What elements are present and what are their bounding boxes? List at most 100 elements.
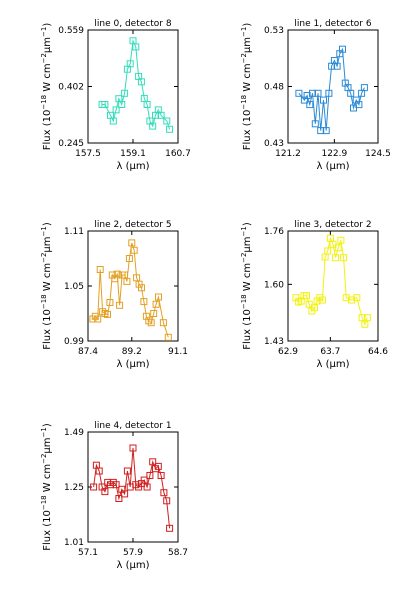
x-tick-label: 89.2: [122, 347, 142, 357]
x-tick-label: 91.1: [168, 347, 188, 357]
x-tick-label: 157.5: [75, 149, 101, 159]
data-point: [130, 246, 138, 254]
chart-panel-2: line 2, detector 5 87.4 89.2 91.1 1.11 1.05 0.…: [40, 220, 188, 370]
data-point: [142, 312, 150, 320]
panel-title: line 2, detector 5: [94, 220, 171, 230]
data-point: [143, 483, 151, 491]
data-point: [311, 120, 319, 128]
x-tick-label: 159.1: [120, 149, 146, 159]
y-tick-label: 0.559: [58, 26, 84, 36]
data-point: [106, 299, 114, 306]
data-point: [95, 467, 103, 475]
data-point: [295, 89, 303, 97]
panel-title: line 0, detector 8: [94, 19, 171, 29]
data-point: [115, 495, 123, 502]
data-point: [311, 304, 318, 312]
chart-panel-3: line 3, detector 2 62.9 63.7 64.6 1.76 1.60 1.…: [240, 220, 388, 370]
data-point: [166, 524, 174, 532]
data-point: [94, 315, 102, 323]
data-point: [109, 117, 117, 125]
y-tick-label: 0.245: [58, 139, 84, 149]
data-point: [123, 467, 131, 475]
panel-title: line 3, detector 2: [294, 220, 371, 230]
y-tick-label: 0.53: [264, 26, 284, 36]
data-point: [334, 244, 342, 252]
data-point: [112, 481, 120, 489]
data-point: [101, 488, 109, 496]
data-point: [121, 490, 129, 498]
data-point: [145, 317, 153, 325]
data-point: [121, 89, 129, 97]
data-point: [342, 294, 350, 302]
data-point: [146, 472, 154, 479]
data-point: [353, 294, 361, 302]
data-point: [157, 111, 165, 119]
data-point: [303, 92, 311, 99]
data-point: [126, 60, 134, 68]
data-point: [303, 292, 310, 300]
data-point: [140, 298, 148, 306]
x-axis-label: λ (μm): [316, 359, 349, 370]
series-line: [295, 236, 368, 326]
y-tick-label: 1.25: [64, 483, 84, 493]
data-point: [116, 301, 124, 309]
data-point: [163, 117, 171, 125]
y-tick-label: 1.01: [64, 538, 84, 548]
data-point: [363, 314, 371, 322]
data-point: [96, 266, 104, 273]
x-tick-label: 87.4: [78, 347, 98, 357]
y-tick-label: 0.402: [58, 83, 84, 93]
x-tick-label: 64.6: [368, 347, 388, 357]
data-point: [129, 444, 137, 452]
chart-panel-0: line 0, detector 8 157.5 159.1 160.7 0.559 0.…: [40, 19, 191, 172]
x-axis-label: λ (μm): [116, 560, 149, 571]
y-axis-label: Flux (10−18 W cm−2μm−1): [40, 23, 53, 151]
data-point: [320, 96, 327, 104]
plot-frame: [287, 230, 379, 342]
data-point: [152, 300, 160, 308]
data-point: [101, 101, 109, 108]
data-point: [160, 489, 168, 497]
x-axis-label: λ (μm): [116, 161, 149, 172]
data-point: [118, 101, 126, 108]
data-point: [337, 236, 345, 244]
data-point: [132, 43, 140, 51]
x-axis-label: λ (μm): [116, 359, 149, 370]
data-point: [138, 284, 145, 292]
data-point: [358, 314, 366, 322]
x-tick-label: 124.5: [365, 149, 391, 159]
data-point: [137, 78, 145, 86]
data-point: [128, 239, 136, 247]
data-point: [90, 483, 98, 491]
y-axis-label: Flux (10−18 W cm−2μm−1): [240, 222, 253, 350]
x-tick-label: 63.7: [320, 347, 340, 357]
data-point: [111, 275, 119, 283]
data-point: [155, 293, 162, 301]
x-tick-label: 57.1: [78, 548, 98, 558]
y-tick-label: 1.11: [64, 227, 84, 237]
y-tick-label: 1.05: [64, 282, 84, 292]
x-tick-label: 160.7: [165, 149, 191, 159]
data-point: [104, 310, 111, 318]
data-point: [324, 247, 332, 255]
series-line: [93, 447, 171, 529]
x-tick-label: 121.2: [275, 149, 301, 159]
x-tick-label: 57.9: [123, 548, 143, 558]
data-point: [348, 296, 355, 304]
data-point: [149, 122, 157, 130]
data-point: [112, 106, 120, 114]
y-tick-label: 0.48: [264, 83, 284, 93]
data-point: [143, 101, 151, 108]
data-point: [347, 89, 355, 97]
data-point: [306, 101, 314, 109]
plot-frame: [287, 29, 379, 144]
y-tick-label: 0.43: [264, 139, 284, 149]
y-tick-label: 1.49: [64, 428, 84, 438]
y-tick-label: 0.99: [64, 337, 84, 347]
data-point: [163, 497, 171, 505]
data-point: [159, 319, 167, 327]
data-point: [361, 320, 369, 328]
data-point: [125, 255, 133, 262]
series-line: [102, 38, 171, 130]
